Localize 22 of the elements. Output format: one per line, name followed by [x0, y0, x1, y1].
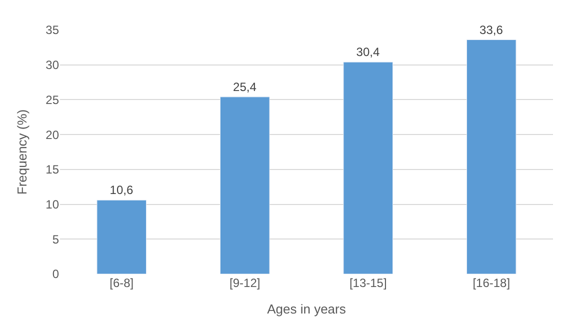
y-tick-label: 20 [46, 128, 60, 142]
data-label: 10,6 [110, 183, 134, 198]
x-tick-label: [16-18] [472, 276, 510, 290]
bar [343, 62, 394, 274]
bar [220, 96, 270, 274]
y-tick-label: 0 [52, 267, 60, 282]
data-label: 30,4 [356, 45, 380, 60]
x-tick-label: [13-15] [349, 276, 387, 290]
y-axis-title: Frequency (%) [14, 109, 30, 195]
y-tick-label: 30 [46, 58, 60, 72]
x-axis-title: Ages in years [267, 302, 346, 317]
y-tick-label: 10 [46, 197, 60, 212]
y-tick-label: 5 [52, 232, 60, 246]
bar [96, 200, 147, 274]
data-label: 25,4 [233, 80, 257, 94]
y-tick-label: 35 [46, 23, 60, 38]
y-tick-label: 25 [46, 92, 60, 107]
bar [466, 40, 516, 274]
x-tick-label: [9-12] [230, 276, 260, 290]
data-label: 33,6 [480, 22, 504, 37]
y-tick-label: 15 [46, 162, 60, 177]
x-tick-label: [6-8] [110, 276, 134, 290]
